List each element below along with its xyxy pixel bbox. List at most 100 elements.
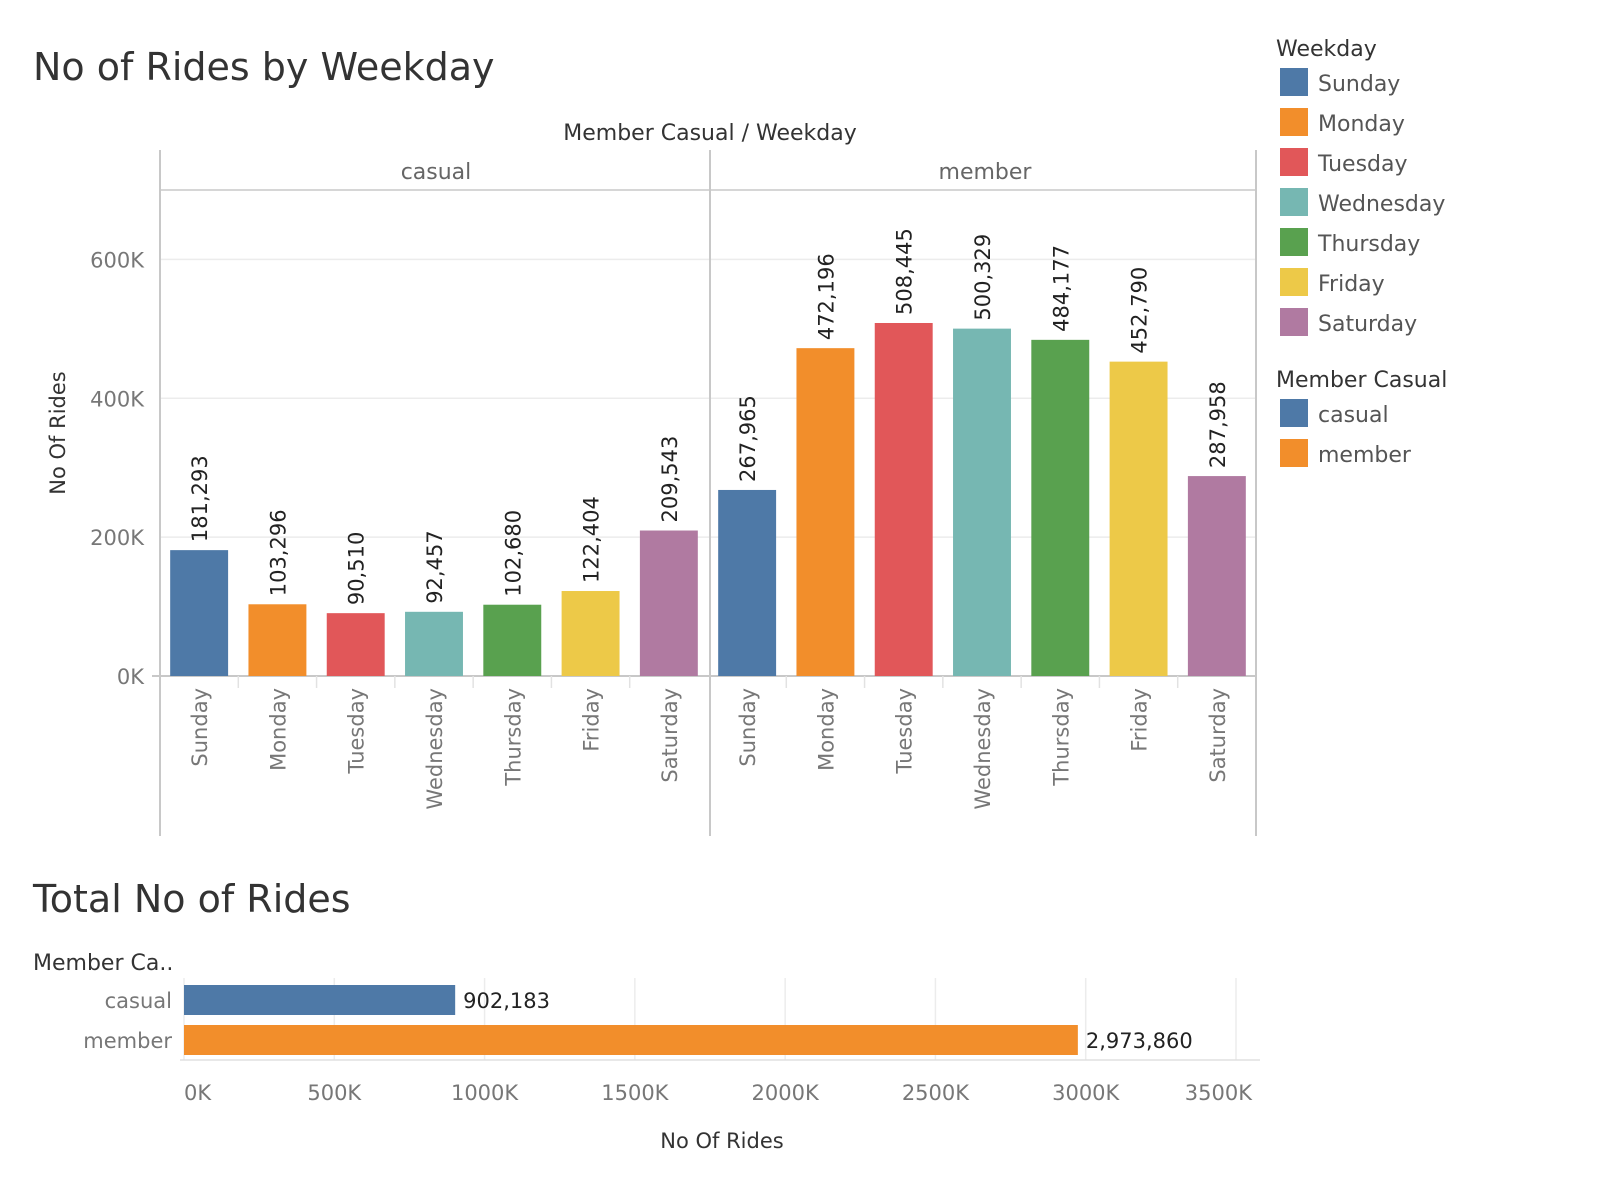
legend-swatch-thursday bbox=[1280, 228, 1308, 256]
chart-title-weekday: No of Rides by Weekday bbox=[33, 45, 495, 89]
legend-swatch-member bbox=[1280, 439, 1308, 467]
x-tick-label: 3000K bbox=[1052, 1081, 1120, 1105]
category-label: Saturday bbox=[658, 688, 682, 783]
data-label: 209,543 bbox=[658, 436, 682, 523]
legend-swatch-sunday bbox=[1280, 68, 1308, 96]
data-label: 287,958 bbox=[1206, 381, 1230, 468]
h-category-label: casual bbox=[105, 989, 172, 1013]
legend-item: Saturday bbox=[1318, 312, 1417, 337]
bar-casual-saturday bbox=[639, 530, 698, 676]
chart-frame bbox=[152, 150, 1257, 836]
data-label: 102,680 bbox=[501, 510, 525, 597]
legend-item: casual bbox=[1318, 403, 1389, 428]
h-bar-casual bbox=[184, 985, 456, 1015]
legend-item: Thursday bbox=[1317, 232, 1420, 257]
h-data-labels: 902,183 2,973,860 bbox=[463, 989, 1193, 1053]
x-tick-label: 500K bbox=[307, 1081, 362, 1105]
bar-member-tuesday bbox=[874, 322, 933, 676]
legend-item: Sunday bbox=[1318, 72, 1400, 97]
data-label: 500,329 bbox=[971, 234, 995, 321]
bar-member-thursday bbox=[1031, 339, 1090, 676]
column-header: Member Casual / Weekday bbox=[563, 121, 856, 146]
legend-title-weekday: Weekday bbox=[1276, 37, 1377, 62]
legend-swatch-casual bbox=[1280, 399, 1308, 427]
y-tick-label: 0K bbox=[117, 665, 145, 689]
category-label: Thursday bbox=[1049, 688, 1073, 787]
category-label: Friday bbox=[580, 688, 604, 752]
h-bar-member bbox=[184, 1025, 1078, 1055]
category-label: Saturday bbox=[1206, 688, 1230, 783]
h-data-label: 2,973,860 bbox=[1086, 1029, 1193, 1053]
category-labels: Sunday Monday Tuesday Wednesday Thursday Frid… bbox=[188, 688, 1230, 810]
h-category-labels: casual member bbox=[83, 989, 172, 1053]
category-label: Tuesday bbox=[893, 688, 917, 774]
category-label: Sunday bbox=[188, 688, 212, 767]
data-label: 508,445 bbox=[893, 228, 917, 315]
bar-casual-thursday bbox=[483, 604, 542, 676]
legend-item: Friday bbox=[1318, 272, 1385, 297]
category-label: Friday bbox=[1128, 688, 1152, 752]
legend-swatch-wednesday bbox=[1280, 188, 1308, 216]
data-label: 472,196 bbox=[814, 253, 838, 340]
legend-item: Monday bbox=[1318, 112, 1405, 137]
x-axis-ticks: 0K 500K 1000K 1500K 2000K 2500K 3000K 3500K bbox=[184, 1081, 1253, 1105]
x-tick-label: 1500K bbox=[601, 1081, 669, 1105]
data-label: 452,790 bbox=[1128, 267, 1152, 354]
legend-item: member bbox=[1318, 443, 1412, 468]
bar-casual-wednesday bbox=[405, 611, 463, 676]
data-label: 122,404 bbox=[580, 496, 604, 583]
bar-member-sunday bbox=[718, 489, 777, 676]
x-tick-label: 0K bbox=[184, 1081, 212, 1105]
y-axis-label: No Of Rides bbox=[46, 371, 70, 494]
category-label: Tuesday bbox=[345, 688, 369, 774]
h-category-label: member bbox=[83, 1029, 172, 1053]
bar-casual-sunday bbox=[170, 550, 229, 676]
x-tick-label: 1000K bbox=[451, 1081, 519, 1105]
category-label: Monday bbox=[266, 688, 290, 771]
legend-title-member: Member Casual bbox=[1276, 368, 1447, 393]
bar-casual-tuesday bbox=[326, 613, 385, 676]
category-label: Wednesday bbox=[423, 688, 447, 810]
data-label: 181,293 bbox=[188, 455, 212, 542]
row-header: Member Ca.. bbox=[33, 951, 173, 976]
data-label: 90,510 bbox=[345, 532, 369, 605]
gridlines bbox=[160, 258, 1256, 538]
x-axis-label: No Of Rides bbox=[660, 1129, 783, 1153]
legend-swatch-saturday bbox=[1280, 308, 1308, 336]
bar-member-monday bbox=[796, 348, 855, 676]
data-label: 484,177 bbox=[1049, 245, 1073, 332]
x-tick-label: 2500K bbox=[902, 1081, 970, 1105]
h-data-label: 902,183 bbox=[463, 989, 550, 1013]
bar-casual-friday bbox=[561, 591, 620, 676]
category-label: Thursday bbox=[501, 688, 525, 787]
bars bbox=[170, 322, 1246, 676]
pane-label-casual: casual bbox=[401, 160, 472, 185]
x-tick-label: 2000K bbox=[752, 1081, 820, 1105]
bar-member-wednesday bbox=[953, 328, 1011, 676]
y-axis-ticks: 0K 200K 400K 600K bbox=[90, 248, 145, 689]
y-tick-label: 200K bbox=[90, 526, 145, 550]
h-bars bbox=[184, 985, 1078, 1055]
data-label: 92,457 bbox=[423, 530, 447, 603]
legend: Weekday Sunday Monday Tuesday Wednesday Thurs… bbox=[1276, 37, 1447, 468]
data-label: 103,296 bbox=[266, 509, 290, 596]
y-tick-label: 400K bbox=[90, 387, 145, 411]
pane-label-member: member bbox=[939, 160, 1033, 185]
data-labels: 181,293 103,296 90,510 92,457 102,680 122,404… bbox=[188, 228, 1230, 605]
legend-item: Tuesday bbox=[1317, 152, 1408, 177]
x-tick-label: 3500K bbox=[1185, 1081, 1253, 1105]
y-tick-label: 600K bbox=[90, 248, 145, 272]
category-label: Monday bbox=[814, 688, 838, 771]
legend-swatch-monday bbox=[1280, 108, 1308, 136]
chart-title-total: Total No of Rides bbox=[32, 877, 351, 921]
legend-swatch-tuesday bbox=[1280, 148, 1308, 176]
bar-member-saturday bbox=[1187, 476, 1246, 676]
legend-swatch-friday bbox=[1280, 268, 1308, 296]
category-label: Sunday bbox=[736, 688, 760, 767]
bar-member-friday bbox=[1109, 361, 1168, 676]
data-label: 267,965 bbox=[736, 395, 760, 482]
category-label: Wednesday bbox=[971, 688, 995, 810]
legend-item: Wednesday bbox=[1318, 192, 1445, 217]
bar-casual-monday bbox=[248, 604, 307, 676]
